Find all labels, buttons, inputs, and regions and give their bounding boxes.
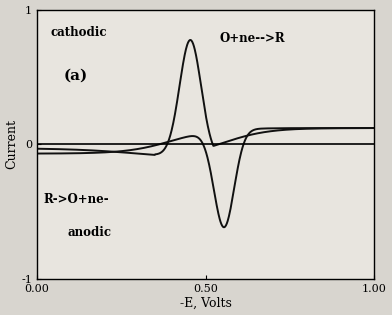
Text: (a): (a) (64, 69, 88, 83)
Text: cathodic: cathodic (51, 26, 107, 39)
Text: anodic: anodic (67, 226, 111, 239)
Y-axis label: Current: Current (5, 119, 18, 169)
X-axis label: -E, Volts: -E, Volts (180, 296, 231, 309)
Text: R->O+ne-: R->O+ne- (44, 193, 109, 206)
Text: O+ne-->R: O+ne-->R (219, 32, 285, 45)
